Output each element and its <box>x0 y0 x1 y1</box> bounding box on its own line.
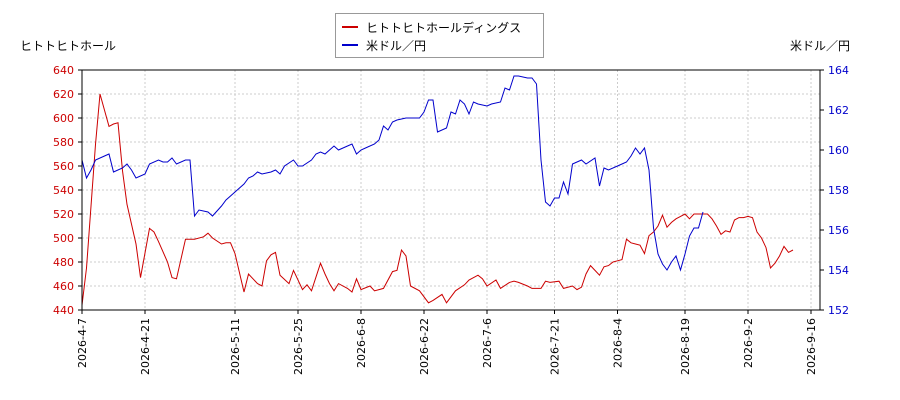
y-right-tick-label: 162 <box>828 104 849 117</box>
legend-label-usdjpy: 米ドル／円 <box>366 38 427 53</box>
y-right-tick-label: 158 <box>828 184 849 197</box>
x-tick-label: 2026-8-4 <box>612 318 625 368</box>
y-left-tick-label: 540 <box>53 184 74 197</box>
x-tick-label: 2026-7-6 <box>481 318 494 368</box>
y-left-axis-title: ヒトトヒトホール <box>20 39 117 53</box>
series-line-usdjpy <box>81 75 704 272</box>
y-right-tick-label: 164 <box>828 64 849 77</box>
legend-swatch-usdjpy <box>342 44 358 46</box>
y-left-tick-label: 520 <box>53 208 74 221</box>
legend-swatch-stock <box>342 26 358 28</box>
y-left-tick-label: 640 <box>53 64 74 77</box>
legend-label-stock: ヒトトヒトホールディングス <box>366 20 522 35</box>
x-tick-label: 2026-9-2 <box>742 318 755 368</box>
y-left-tick-label: 460 <box>53 280 74 293</box>
y-right-tick-label: 152 <box>828 304 849 317</box>
x-tick-label: 2026-4-7 <box>76 318 89 368</box>
plot-border <box>81 69 821 311</box>
y-left-tick-label: 620 <box>53 88 74 101</box>
y-right-tick-label: 154 <box>828 264 849 277</box>
y-left-tick-label: 600 <box>53 112 74 125</box>
x-tick-label: 2026-5-11 <box>229 318 242 375</box>
legend-entry-stock: ヒトトヒトホールディングス <box>342 18 521 36</box>
x-tick-label: 2026-9-16 <box>805 318 818 375</box>
y-right-tick-label: 156 <box>828 224 849 237</box>
y-right-axis-title: 米ドル／円 <box>790 39 851 53</box>
y-left-tick-label: 480 <box>53 256 74 269</box>
x-tick-label: 2026-4-21 <box>139 318 152 375</box>
x-tick-label: 2026-6-22 <box>418 318 431 375</box>
x-tick-label: 2026-5-25 <box>292 318 305 375</box>
y-left-tick-label: 440 <box>53 304 74 317</box>
y-left-tick-label: 560 <box>53 160 74 173</box>
legend: ヒトトヒトホールディングス 米ドル／円 <box>335 13 544 58</box>
y-left-tick-label: 580 <box>53 136 74 149</box>
y-right-tick-label: 160 <box>828 144 849 157</box>
x-tick-label: 2026-8-19 <box>679 318 692 375</box>
series-line-stock <box>81 93 794 306</box>
x-tick-label: 2026-7-21 <box>549 318 562 375</box>
x-tick-label: 2026-6-8 <box>355 318 368 368</box>
legend-entry-usdjpy: 米ドル／円 <box>342 36 426 54</box>
y-left-tick-label: 500 <box>53 232 74 245</box>
